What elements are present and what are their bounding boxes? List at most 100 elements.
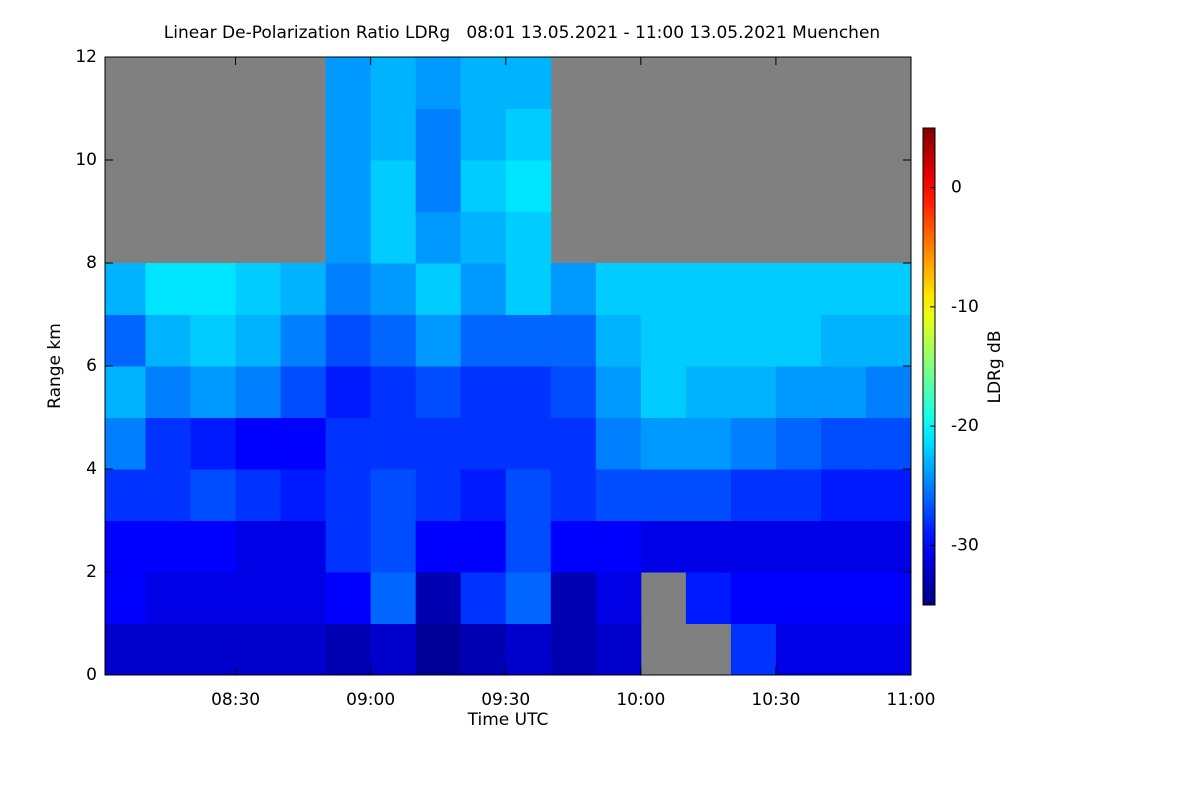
heatmap-cell xyxy=(865,623,912,676)
heatmap-cell xyxy=(640,314,687,367)
heatmap-cell xyxy=(865,263,912,315)
x-tick-label: 10:00 xyxy=(616,690,665,710)
heatmap-cell xyxy=(415,520,462,573)
heatmap-cell xyxy=(595,314,642,367)
heatmap-cell xyxy=(415,623,462,676)
heatmap-cell xyxy=(145,263,192,315)
heatmap-cell xyxy=(370,520,417,573)
heatmap-cell xyxy=(415,469,462,521)
y-tick-label: 0 xyxy=(86,665,97,685)
heatmap-cell xyxy=(595,623,642,676)
heatmap-cell xyxy=(325,57,372,109)
heatmap-cell xyxy=(460,108,507,161)
heatmap-cell xyxy=(640,366,687,418)
heatmap-cell xyxy=(415,572,462,624)
heatmap-cell xyxy=(460,314,507,367)
heatmap-cell xyxy=(820,417,867,470)
heatmap-cell xyxy=(460,211,507,264)
heatmap-cell xyxy=(145,572,192,624)
heatmap-cell xyxy=(325,314,372,367)
heatmap-cell xyxy=(550,520,597,573)
heatmap-cell xyxy=(190,263,237,315)
heatmap-cell xyxy=(505,160,552,212)
heatmap-cell xyxy=(820,520,867,573)
heatmap-cell xyxy=(685,314,732,367)
y-tick-label: 4 xyxy=(86,459,97,479)
heatmap-cell xyxy=(105,263,147,315)
heatmap-cell xyxy=(415,314,462,367)
x-tick-label: 11:00 xyxy=(887,690,936,710)
heatmap-cell xyxy=(370,263,417,315)
heatmap-cell xyxy=(820,572,867,624)
heatmap-cell xyxy=(280,520,327,573)
heatmap-cell xyxy=(145,314,192,367)
heatmap-cell xyxy=(685,417,732,470)
heatmap-cell xyxy=(415,366,462,418)
heatmap-cell xyxy=(235,520,282,573)
heatmap-cell xyxy=(235,314,282,367)
heatmap-cell xyxy=(460,572,507,624)
heatmap-cell xyxy=(865,417,912,470)
colorbar-tick-label: -20 xyxy=(951,416,979,436)
x-tick-label: 09:30 xyxy=(481,690,530,710)
heatmap-cell xyxy=(505,469,552,521)
heatmap-cell xyxy=(685,366,732,418)
heatmap-cell xyxy=(550,469,597,521)
heatmap-cell xyxy=(505,520,552,573)
y-tick-label: 10 xyxy=(75,150,97,170)
heatmap-cell xyxy=(105,366,147,418)
colorbar xyxy=(922,127,936,606)
heatmap-cell xyxy=(235,417,282,470)
heatmap-cell xyxy=(280,572,327,624)
heatmap-cell xyxy=(325,263,372,315)
heatmap-cell xyxy=(190,314,237,367)
heatmap-cell xyxy=(190,366,237,418)
heatmap-cell xyxy=(370,314,417,367)
heatmap-cell xyxy=(685,263,732,315)
heatmap-cell xyxy=(460,520,507,573)
heatmap-cell xyxy=(640,469,687,521)
heatmap-cell xyxy=(105,520,147,573)
heatmap-cell xyxy=(370,366,417,418)
heatmap-cell xyxy=(775,572,822,624)
heatmap-cell xyxy=(370,160,417,212)
heatmap-cell xyxy=(190,520,237,573)
heatmap-cell xyxy=(415,263,462,315)
heatmap-cell xyxy=(550,314,597,367)
heatmap-cell xyxy=(505,263,552,315)
heatmap-cell xyxy=(145,520,192,573)
heatmap-cell xyxy=(595,469,642,521)
heatmap-cell xyxy=(325,417,372,470)
heatmap-cell xyxy=(820,263,867,315)
heatmap-cell xyxy=(865,469,912,521)
heatmap-cell xyxy=(325,211,372,264)
heatmap-cell xyxy=(775,520,822,573)
heatmap-cell xyxy=(730,623,777,676)
heatmap-cell xyxy=(505,366,552,418)
heatmap-cell xyxy=(550,417,597,470)
heatmap-cell xyxy=(190,623,237,676)
heatmap-cell xyxy=(820,469,867,521)
heatmap-cell xyxy=(865,572,912,624)
heatmap-cell xyxy=(325,366,372,418)
heatmap-cell xyxy=(325,623,372,676)
colorbar-tick-label: -30 xyxy=(951,535,979,555)
heatmap-cell xyxy=(550,366,597,418)
heatmap-cell xyxy=(325,520,372,573)
heatmap-cell xyxy=(415,160,462,212)
heatmap-cell xyxy=(820,366,867,418)
heatmap-cell xyxy=(105,623,147,676)
heatmap-cell xyxy=(685,469,732,521)
heatmap-cell xyxy=(595,263,642,315)
heatmap-cell xyxy=(550,572,597,624)
heatmap-cell xyxy=(505,314,552,367)
heatmap-cell xyxy=(105,417,147,470)
heatmap-cell xyxy=(105,469,147,521)
heatmap-cell xyxy=(105,314,147,367)
heatmap-cell xyxy=(370,108,417,161)
heatmap-cell xyxy=(460,160,507,212)
y-tick-label: 6 xyxy=(86,356,97,376)
heatmap-cell xyxy=(325,469,372,521)
chart-title: Linear De-Polarization Ratio LDRg 08:01 … xyxy=(164,23,880,43)
heatmap-cell xyxy=(145,417,192,470)
